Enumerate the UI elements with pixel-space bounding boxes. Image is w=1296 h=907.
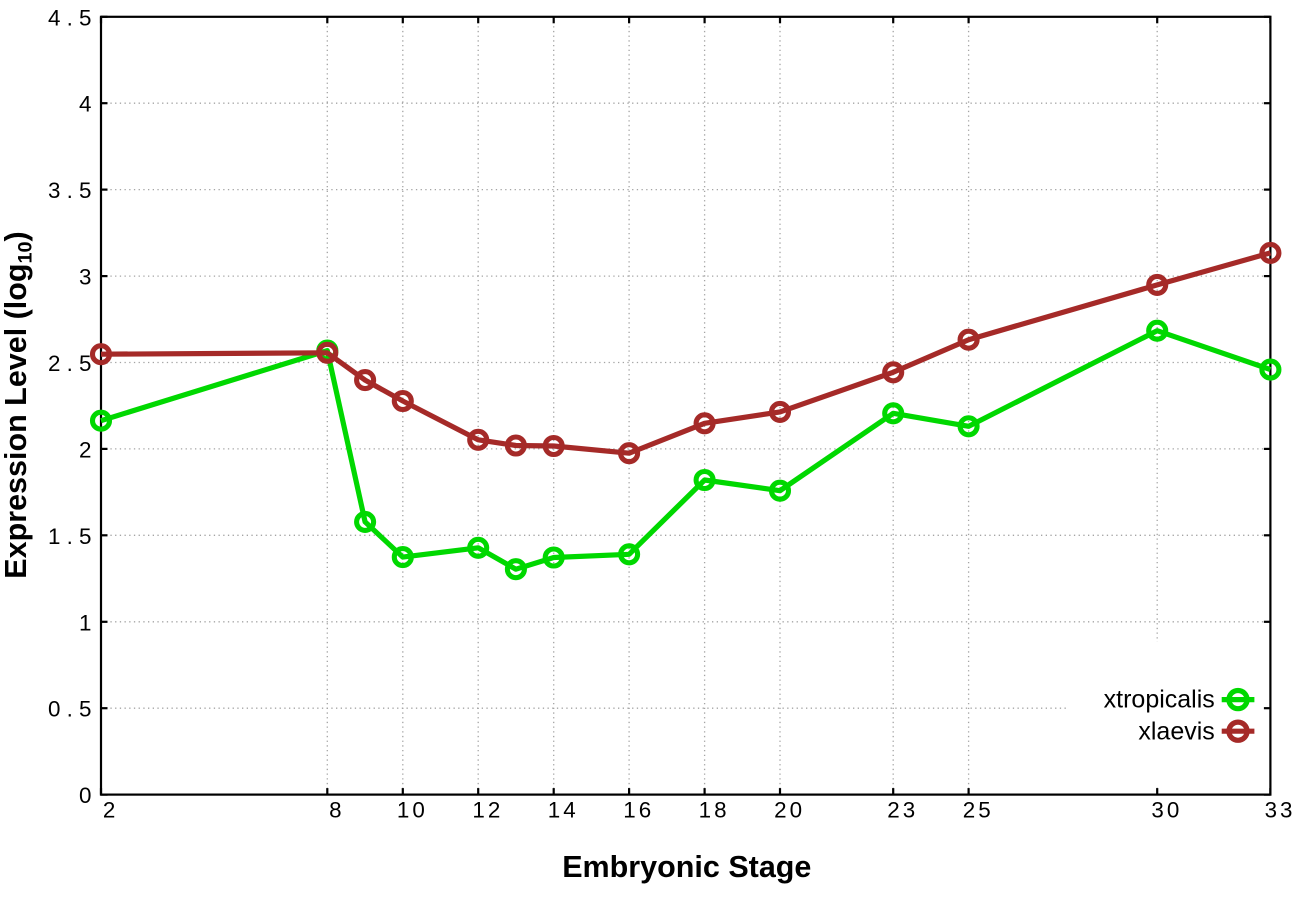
svg-text:8: 8 — [714, 798, 726, 823]
svg-text:4: 4 — [563, 798, 575, 823]
svg-text:1: 1 — [623, 798, 635, 823]
svg-text:5: 5 — [79, 524, 91, 549]
svg-text:3: 3 — [1151, 798, 1163, 823]
svg-text:3: 3 — [903, 798, 915, 823]
svg-text:3: 3 — [1265, 798, 1277, 823]
svg-text:Expression Level (log10): Expression Level (log10) — [0, 231, 37, 578]
svg-text:.: . — [67, 697, 73, 722]
svg-text:.: . — [67, 351, 73, 376]
svg-text:0: 0 — [79, 783, 91, 808]
svg-text:xlaevis: xlaevis — [1138, 717, 1214, 745]
svg-text:4: 4 — [79, 92, 91, 117]
svg-text:5: 5 — [79, 351, 91, 376]
svg-text:5: 5 — [79, 178, 91, 203]
svg-text:5: 5 — [79, 5, 91, 30]
svg-text:0: 0 — [412, 798, 424, 823]
svg-text:2: 2 — [774, 798, 786, 823]
svg-text:1: 1 — [699, 798, 711, 823]
svg-text:2: 2 — [963, 798, 975, 823]
svg-text:1: 1 — [472, 798, 484, 823]
svg-text:8: 8 — [329, 798, 341, 823]
svg-text:xtropicalis: xtropicalis — [1104, 686, 1215, 714]
svg-text:1: 1 — [48, 524, 60, 549]
svg-text:.: . — [67, 524, 73, 549]
svg-text:3: 3 — [1280, 798, 1292, 823]
svg-text:3: 3 — [48, 178, 60, 203]
svg-text:2: 2 — [48, 351, 60, 376]
svg-text:2: 2 — [79, 437, 91, 462]
svg-text:2: 2 — [887, 798, 899, 823]
svg-text:5: 5 — [79, 697, 91, 722]
svg-text:.: . — [67, 178, 73, 203]
svg-text:.: . — [67, 5, 73, 30]
svg-text:3: 3 — [79, 265, 91, 290]
svg-text:2: 2 — [103, 798, 115, 823]
svg-text:1: 1 — [548, 798, 560, 823]
svg-text:5: 5 — [978, 798, 990, 823]
svg-text:4: 4 — [48, 5, 60, 30]
svg-text:1: 1 — [397, 798, 409, 823]
svg-text:6: 6 — [639, 798, 651, 823]
svg-text:0: 0 — [1167, 798, 1179, 823]
svg-text:0: 0 — [790, 798, 802, 823]
svg-text:0: 0 — [48, 697, 60, 722]
svg-text:Embryonic Stage: Embryonic Stage — [562, 850, 811, 884]
svg-text:2: 2 — [488, 798, 500, 823]
svg-text:1: 1 — [79, 610, 91, 635]
